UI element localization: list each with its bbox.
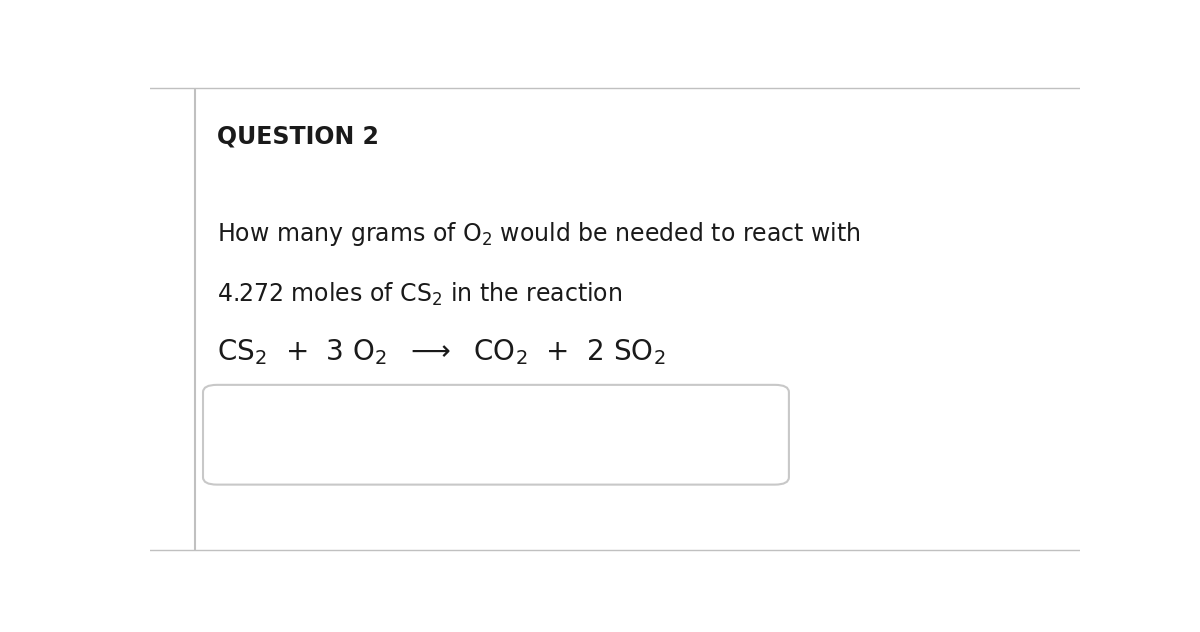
Text: QUESTION 2: QUESTION 2 xyxy=(217,125,379,149)
Text: How many grams of O$_2$ would be needed to react with: How many grams of O$_2$ would be needed … xyxy=(217,221,860,248)
Text: 4.272 moles of CS$_2$ in the reaction: 4.272 moles of CS$_2$ in the reaction xyxy=(217,281,623,308)
FancyBboxPatch shape xyxy=(203,385,788,485)
Text: CS$_2$  +  3 O$_2$  $\longrightarrow$  CO$_2$  +  2 SO$_2$: CS$_2$ + 3 O$_2$ $\longrightarrow$ CO$_2… xyxy=(217,337,665,367)
